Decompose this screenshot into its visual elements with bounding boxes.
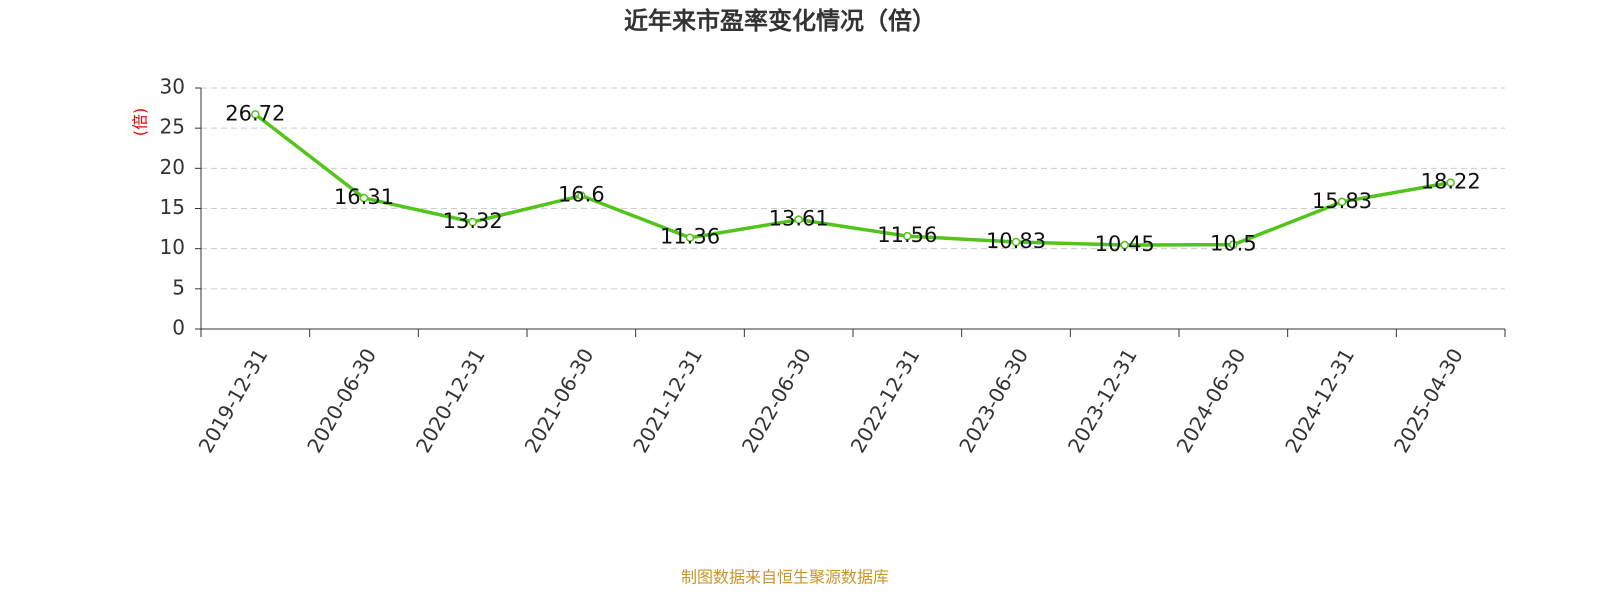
x-tick-label: 2024-12-31 (1280, 344, 1359, 457)
data-label: 13.61 (769, 207, 829, 231)
y-axis-label: (倍) (131, 108, 150, 137)
point (1337, 197, 1347, 207)
y-tick-label: 5 (172, 275, 185, 299)
x-tick-label: 2023-06-30 (954, 344, 1033, 457)
x-tick-label: 2021-12-31 (628, 344, 707, 457)
data-label: 10.5 (1210, 232, 1257, 256)
point (359, 193, 369, 203)
x-tick-label: 2020-12-31 (411, 344, 490, 457)
point (685, 233, 695, 242)
x-tick-label: 2023-12-31 (1063, 344, 1142, 457)
point (1446, 178, 1455, 187)
y-tick-label: 15 (160, 195, 185, 219)
data-label: 16.31 (334, 185, 394, 209)
x-tick-label: 2022-12-31 (846, 344, 925, 457)
y-tick-label: 10 (160, 235, 185, 259)
point (794, 215, 803, 224)
source-note: 制图数据来自恒生聚源数据库 (681, 568, 889, 587)
data-label: 26.72 (225, 101, 285, 125)
y-tick-label: 20 (160, 155, 185, 179)
point (577, 191, 586, 200)
data-label: 11.56 (877, 223, 937, 247)
y-tick-label: 25 (160, 115, 185, 139)
data-label: 11.36 (660, 225, 720, 249)
x-tick-label: 2024-06-30 (1172, 344, 1251, 457)
data-label: 13.32 (443, 209, 503, 233)
line (254, 112, 1451, 247)
data-label: 15.83 (1312, 189, 1372, 213)
x-tick-label: 2022-06-30 (737, 344, 816, 457)
x-tick-label: 2020-06-30 (302, 344, 381, 457)
y-tick-label: 30 (160, 75, 185, 99)
point (1229, 240, 1238, 249)
data-label: 10.83 (986, 229, 1046, 253)
data-label: 18.22 (1421, 170, 1481, 194)
point (468, 217, 477, 227)
data-label: 10.45 (1095, 232, 1155, 256)
x-tick-label: 2021-06-30 (520, 344, 599, 457)
x-tick-label: 2019-12-31 (194, 344, 273, 457)
point (1120, 240, 1129, 250)
x-tick-label: 2025-04-30 (1389, 344, 1468, 457)
data-label: 16.6 (558, 183, 605, 207)
point (903, 231, 912, 241)
y-tick-label: 0 (172, 316, 185, 340)
chart-title: 近年来市盈率变化情况（倍） (624, 7, 936, 35)
point (1011, 237, 1021, 247)
point (251, 110, 260, 119)
